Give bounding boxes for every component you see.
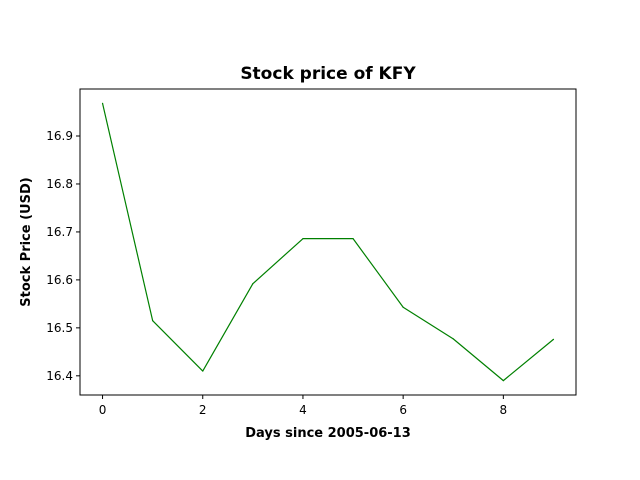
data-point bbox=[502, 380, 504, 382]
data-point bbox=[452, 338, 454, 340]
plot-area bbox=[79, 88, 577, 396]
series-layer bbox=[101, 102, 555, 382]
data-point bbox=[252, 283, 254, 285]
x-tick-label: 2 bbox=[199, 403, 207, 417]
y-axis: 16.4 16.5 16.6 16.7 16.8 16.9 bbox=[46, 129, 80, 383]
x-tick-label: 6 bbox=[399, 403, 407, 417]
y-tick-label: 16.5 bbox=[46, 321, 73, 335]
chart-title: Stock price of KFY bbox=[240, 64, 416, 84]
x-tick-label: 0 bbox=[99, 403, 107, 417]
y-axis-label: Stock Price (USD) bbox=[19, 177, 34, 306]
plot-frame bbox=[79, 88, 577, 396]
y-tick-label: 16.6 bbox=[46, 273, 73, 287]
data-point bbox=[152, 320, 154, 322]
x-axis-label: Days since 2005-06-13 bbox=[245, 426, 411, 441]
data-point bbox=[302, 238, 304, 240]
data-point bbox=[352, 238, 354, 240]
y-tick-label: 16.4 bbox=[46, 369, 73, 383]
series-line bbox=[101, 103, 554, 382]
x-tick-label: 8 bbox=[500, 403, 508, 417]
y-tick-label: 16.7 bbox=[46, 225, 73, 239]
data-point bbox=[202, 370, 204, 372]
data-point bbox=[552, 338, 555, 340]
y-tick-label: 16.9 bbox=[46, 129, 73, 143]
x-tick-label: 4 bbox=[299, 403, 307, 417]
x-axis: 0 2 4 6 8 bbox=[99, 395, 507, 417]
data-point bbox=[101, 102, 104, 104]
data-point bbox=[402, 306, 404, 308]
y-tick-label: 16.8 bbox=[46, 177, 73, 191]
